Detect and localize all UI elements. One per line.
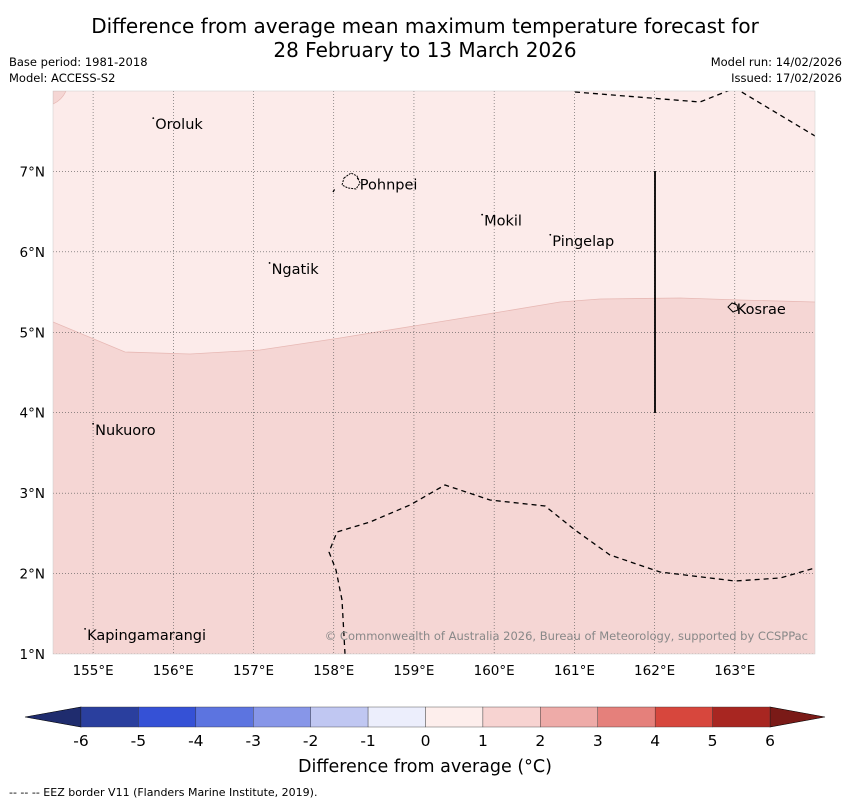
place-label-nukuoro: Nukuoro xyxy=(95,423,156,439)
place-label-pohnpei: Pohnpei xyxy=(360,177,418,193)
longitude-tick-label: 162°E xyxy=(634,663,675,679)
colorbar-swatch xyxy=(310,706,369,728)
colorbar-tick-label: 5 xyxy=(708,732,718,750)
longitude-labels: 155°E 156°E 157°E 158°E 159°E 160°E 161°E 162°E… xyxy=(73,663,756,679)
colorbar-tick-label: 6 xyxy=(765,732,775,750)
chart-title: Difference from average mean maximum tem… xyxy=(0,14,850,62)
map-panel: Oroluk Pohnpei Mokil Pingelap Ngatik Kosrae Nu… xyxy=(53,91,815,654)
colorbar-tick-label: 1 xyxy=(478,732,488,750)
colorbar-label: Difference from average (°C) xyxy=(298,757,552,777)
island-marker xyxy=(268,262,271,264)
latitude-tick-label: 7°N xyxy=(20,164,45,180)
anomaly-contour-line xyxy=(53,297,815,355)
island-marker xyxy=(549,233,552,236)
title-line-1: Difference from average mean maximum tem… xyxy=(91,14,759,38)
colorbar-tick-label: 4 xyxy=(650,732,660,750)
longitude-tick-label: 160°E xyxy=(474,663,515,679)
colorbar-swatch xyxy=(138,706,197,728)
meta-right: Model run: 14/02/2026 Issued: 17/02/2026 xyxy=(711,54,842,86)
island-marker xyxy=(84,627,86,630)
eez-border-north xyxy=(574,91,815,137)
colorbar-tick-label: 3 xyxy=(593,732,603,750)
eez-footnote: -- -- -- EEZ border V11 (Flanders Marine… xyxy=(9,786,318,799)
colorbar-tick-label: -3 xyxy=(246,732,261,750)
colorbar-swatch xyxy=(367,706,426,728)
place-label-ngatik: Ngatik xyxy=(272,262,320,278)
colorbar xyxy=(24,706,826,728)
colorbar-tick-label: -5 xyxy=(131,732,146,750)
colorbar-under-arrow xyxy=(24,706,82,728)
colorbar-swatch xyxy=(597,706,656,728)
issued-date: Issued: 17/02/2026 xyxy=(731,71,842,85)
model-run: Model run: 14/02/2026 xyxy=(710,55,842,69)
colorbar-over-arrow xyxy=(769,706,826,728)
colorbar-tick-label: -2 xyxy=(303,732,318,750)
longitude-tick-label: 158°E xyxy=(313,663,354,679)
colorbar-tick-label: 2 xyxy=(535,732,545,750)
island-marker xyxy=(481,213,484,216)
longitude-tick-label: 159°E xyxy=(393,663,434,679)
longitude-tick-label: 163°E xyxy=(714,663,755,679)
colorbar-swatch xyxy=(482,706,541,728)
model-name: Model: ACCESS-S2 xyxy=(9,71,116,85)
pohnpei-island xyxy=(341,172,361,190)
eez-border-pohnpei xyxy=(332,186,337,193)
colorbar-swatch xyxy=(80,706,139,728)
latitude-tick-label: 2°N xyxy=(20,567,45,583)
title-line-2: 28 February to 13 March 2026 xyxy=(273,38,577,62)
eez-borders xyxy=(328,91,815,654)
latitude-tick-label: 6°N xyxy=(20,245,45,261)
longitude-tick-label: 161°E xyxy=(554,663,595,679)
kosrae-island xyxy=(727,302,739,313)
latitude-tick-label: 4°N xyxy=(20,406,45,422)
longitude-tick-label: 155°E xyxy=(73,663,114,679)
colorbar-tick-label: 0 xyxy=(421,732,431,750)
colorbar-tick-label: -6 xyxy=(73,732,88,750)
colorbar-ticks: -6 -5 -4 -3 -2 -1 0 1 2 3 4 5 6 xyxy=(73,732,775,750)
latitude-tick-label: 1°N xyxy=(20,647,45,663)
place-label-pingelap: Pingelap xyxy=(552,234,614,250)
colorbar-tick-label: -4 xyxy=(188,732,203,750)
base-period: Base period: 1981-2018 xyxy=(9,55,148,69)
place-label-kosrae: Kosrae xyxy=(737,302,786,318)
island-marker xyxy=(356,177,359,180)
longitude-tick-label: 157°E xyxy=(233,663,274,679)
place-label-oroluk: Oroluk xyxy=(155,117,203,133)
colorbar-swatch xyxy=(195,706,254,728)
place-label-kapingamarangi: Kapingamarangi xyxy=(87,628,206,644)
island-marker xyxy=(92,422,95,425)
latitude-tick-label: 5°N xyxy=(20,325,45,341)
map-frame xyxy=(52,90,816,655)
colorbar-swatch xyxy=(654,706,713,728)
colorbar-swatch xyxy=(540,706,598,728)
meta-left: Base period: 1981-2018 Model: ACCESS-S2 xyxy=(9,54,148,86)
colorbar-tick-label: -1 xyxy=(360,732,375,750)
latitude-tick-label: 3°N xyxy=(20,486,45,502)
map-figure: Oroluk Pohnpei Mokil Pingelap Ngatik Kosrae Nu… xyxy=(20,90,826,750)
place-label-mokil: Mokil xyxy=(484,214,522,230)
island-marker xyxy=(152,117,155,120)
longitude-tick-label: 156°E xyxy=(153,663,194,679)
latitude-labels: 1°N 2°N 3°N 4°N 5°N 6°N 7°N xyxy=(20,164,45,663)
anomaly-region-1-to-2 xyxy=(53,298,815,654)
eez-border-south xyxy=(328,484,815,654)
colorbar-swatch xyxy=(253,706,311,728)
colorbar-swatch xyxy=(425,706,484,728)
island-marker xyxy=(733,302,736,305)
map-credit: © Commonwealth of Australia 2026, Bureau… xyxy=(325,629,808,643)
place-markers: Oroluk Pohnpei Mokil Pingelap Ngatik Kosrae Nu… xyxy=(84,117,786,644)
colorbar-swatch xyxy=(712,706,771,728)
